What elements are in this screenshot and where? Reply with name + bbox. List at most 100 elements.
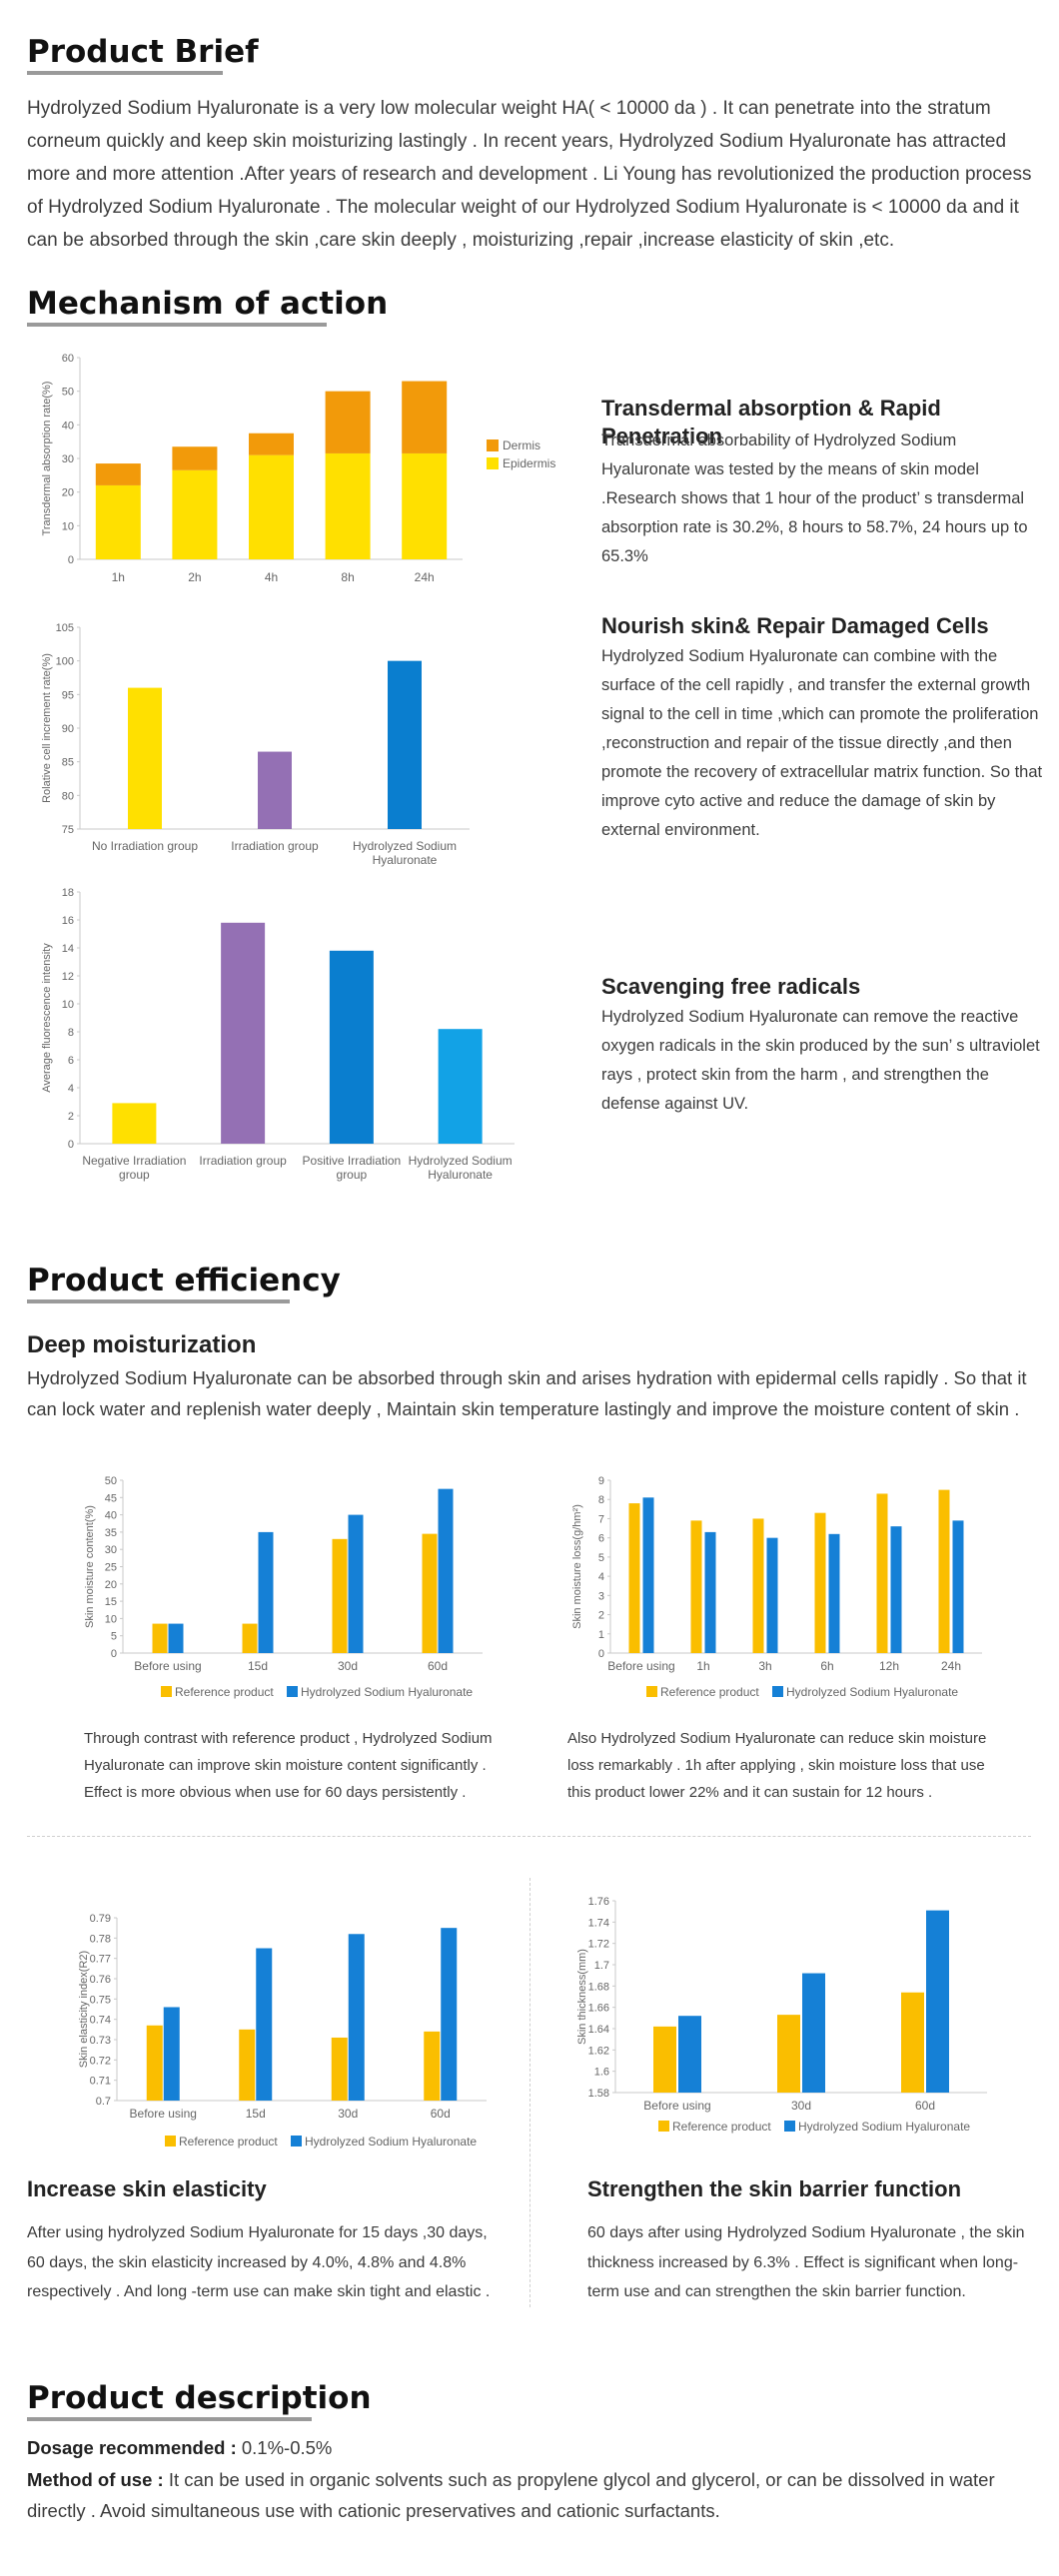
moisture-content-chart: 0 5 10 15 20 25 30 35 40 45 50 Skin moisture conten… — [84, 1475, 483, 1699]
x-tick-label: group — [119, 1168, 150, 1182]
bar-hsh — [258, 1531, 274, 1653]
bar-hsh — [926, 1910, 949, 2093]
radicals-heading: Scavenging free radicals — [601, 974, 861, 999]
legend-swatch — [487, 439, 499, 451]
dosage-label: Dosage recommended : — [27, 2437, 237, 2458]
x-tick-label: Hydrolyzed Sodium — [353, 839, 457, 853]
bar-hsh — [802, 1973, 825, 2093]
x-tick-label: 60d — [915, 2099, 935, 2113]
bar-dermis — [325, 391, 371, 453]
legend-label: Reference product — [672, 2120, 771, 2134]
method-label: Method of use : — [27, 2469, 164, 2490]
x-tick-label: Positive Irradiation — [303, 1154, 402, 1168]
y-tick-label: 10 — [62, 520, 74, 532]
x-tick-label: Hydrolyzed Sodium — [409, 1154, 513, 1168]
x-tick-label: 2h — [188, 570, 201, 584]
x-tick-label: 30d — [338, 2107, 358, 2121]
x-tick-label: 15d — [248, 1659, 268, 1673]
y-tick-label: 1.66 — [588, 2003, 609, 2015]
y-tick-label: 1.62 — [588, 2045, 609, 2057]
section-divider — [27, 1836, 1031, 1837]
y-tick-label: 30 — [62, 453, 74, 465]
legend-label: Epidermis — [503, 456, 555, 470]
x-tick-label: 4h — [265, 570, 278, 584]
x-tick-label: Before using — [130, 2107, 197, 2121]
elasticity-heading: Increase skin elasticity — [27, 2176, 267, 2201]
y-tick-label: 50 — [62, 387, 74, 399]
bar-hsh — [952, 1520, 964, 1653]
x-tick-label: Negative Irradiation — [82, 1154, 186, 1168]
y-axis-title: Average fluorescence intensity — [41, 943, 53, 1093]
y-tick-label: 35 — [105, 1527, 117, 1539]
legend-label: Dermis — [503, 438, 540, 452]
mechanism-title: Mechanism of action — [27, 286, 389, 322]
y-tick-label: 40 — [62, 420, 74, 431]
bar-reference — [690, 1520, 702, 1653]
x-tick-label: 24h — [415, 570, 435, 584]
radicals-text: Hydrolyzed Sodium Hyaluronate can remove… — [601, 1008, 1040, 1113]
barrier-heading: Strengthen the skin barrier function — [587, 2176, 962, 2201]
y-tick-label: 3 — [598, 1590, 604, 1602]
y-tick-label: 0.79 — [90, 1913, 111, 1925]
y-axis-title: Skin elasticity index(R2) — [78, 1951, 90, 2068]
x-tick-label: Hyaluronate — [428, 1168, 493, 1182]
bar-reference — [242, 1623, 258, 1653]
brief-title: Product Brief — [27, 34, 259, 70]
skin-thickness-chart: 1.58 1.6 1.62 1.64 1.66 1.68 1.7 1.72 1.74 1.76 Sk… — [576, 1896, 987, 2134]
bar-epidermis — [402, 452, 448, 559]
moisturization-heading: Deep moisturization — [27, 1331, 257, 1358]
bar-hsh — [828, 1533, 840, 1653]
moisture-loss-chart: 0 1 2 3 4 5 6 7 8 9 Skin moisture loss(g/hm²) Befor… — [571, 1475, 982, 1699]
y-tick-label: 1.76 — [588, 1896, 609, 1908]
y-tick-label: 5 — [111, 1631, 117, 1643]
legend-label: Reference product — [175, 1685, 274, 1699]
legend-swatch — [165, 2136, 176, 2147]
bar — [221, 922, 266, 1144]
bar-reference — [332, 1538, 348, 1653]
x-tick-label: group — [337, 1168, 368, 1182]
y-tick-label: 85 — [62, 757, 74, 769]
y-tick-label: 105 — [56, 622, 74, 634]
bar-dermis — [95, 463, 141, 485]
y-tick-label: 20 — [62, 487, 74, 499]
legend-label: Reference product — [179, 2135, 278, 2148]
y-tick-label: 80 — [62, 790, 74, 802]
y-tick-label: 2 — [68, 1111, 74, 1123]
efficiency-title-underline — [27, 1299, 290, 1303]
bar-dermis — [402, 381, 448, 453]
bar-hsh — [704, 1531, 716, 1653]
x-tick-label: 60d — [428, 1659, 448, 1673]
brief-title-underline — [27, 71, 223, 75]
y-tick-label: 6 — [68, 1055, 74, 1067]
efficiency-title: Product efficiency — [27, 1263, 341, 1298]
x-tick-label: Hyaluronate — [373, 853, 438, 867]
legend-swatch — [658, 2121, 669, 2132]
description-title: Product description — [27, 2380, 372, 2416]
y-tick-label: 0 — [598, 1648, 604, 1660]
y-tick-label: 1.72 — [588, 1939, 609, 1951]
y-tick-label: 1.58 — [588, 2088, 609, 2100]
moisture-content-text: Through contrast with reference product … — [84, 1730, 493, 1801]
elasticity-chart: 0.7 0.71 0.72 0.73 0.74 0.75 0.76 0.77 0.78 0.79 S… — [78, 1913, 487, 2148]
y-tick-label: 0 — [111, 1648, 117, 1660]
y-tick-label: 0.76 — [90, 1974, 111, 1986]
legend-label: Reference product — [660, 1685, 759, 1699]
y-tick-label: 100 — [56, 656, 74, 668]
bar — [112, 1103, 157, 1144]
legend-label: Hydrolyzed Sodium Hyaluronate — [786, 1685, 958, 1699]
legend-swatch — [646, 1686, 657, 1697]
description-title-underline — [27, 2417, 312, 2421]
y-axis-title: Skin thickness(mm) — [576, 1949, 588, 2045]
x-tick-label: 15d — [246, 2107, 266, 2121]
repair-text: Hydrolyzed Sodium Hyaluronate can combin… — [601, 647, 1043, 839]
y-tick-label: 4 — [68, 1083, 74, 1095]
y-tick-label: 25 — [105, 1562, 117, 1574]
y-tick-label: 0.73 — [90, 2035, 111, 2047]
y-tick-label: 20 — [105, 1579, 117, 1591]
y-tick-label: 14 — [62, 943, 74, 955]
bar-reference — [814, 1512, 826, 1653]
mechanism-title-underline — [27, 323, 327, 327]
cell-increment-chart: 75 80 85 90 95 100 105 Rolative cell increment … — [41, 622, 470, 867]
elasticity-text: After using hydrolyzed Sodium Hyaluronat… — [27, 2224, 491, 2300]
barrier-text: 60 days after using Hydrolyzed Sodium Hy… — [587, 2224, 1025, 2300]
